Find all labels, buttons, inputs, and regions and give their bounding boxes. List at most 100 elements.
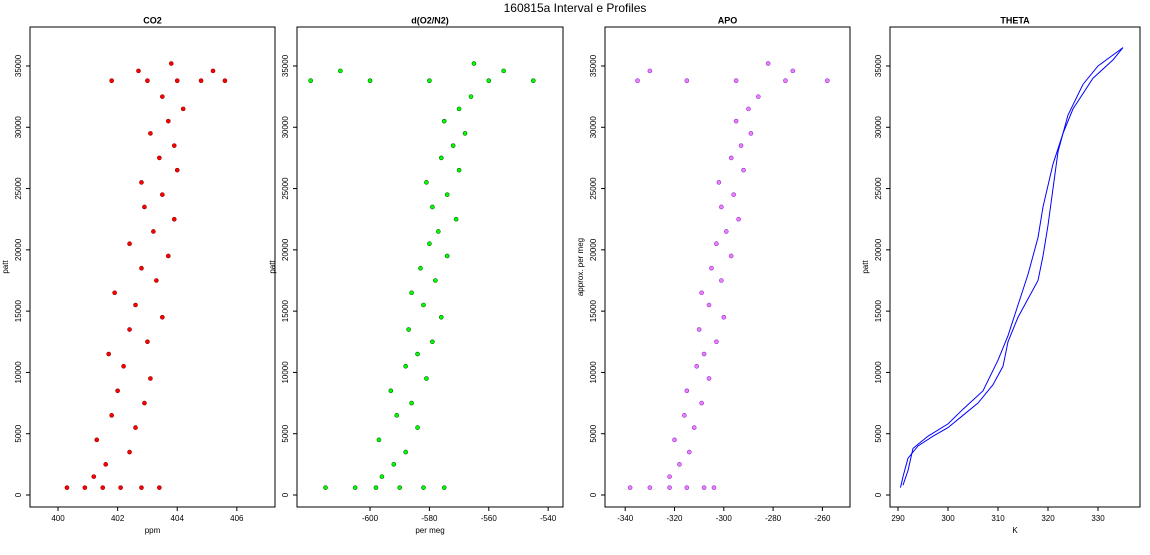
point	[701, 485, 707, 490]
point	[627, 485, 633, 490]
x-tick-label: -300	[716, 514, 733, 523]
y-tick-label: 5000	[874, 424, 883, 442]
y-tick-label: 10000	[589, 361, 598, 384]
panel-title: APO	[718, 15, 738, 25]
point	[139, 265, 144, 271]
y-tick-label: 15000	[589, 299, 598, 322]
point	[210, 68, 216, 74]
point	[456, 167, 462, 173]
point	[684, 485, 690, 490]
point	[723, 229, 729, 234]
x-tick-label: 400	[51, 514, 65, 523]
point	[733, 78, 739, 83]
point	[728, 253, 734, 259]
y-axis-label: patt	[861, 260, 870, 274]
point	[719, 204, 724, 210]
point	[677, 462, 682, 467]
point	[388, 388, 394, 394]
y-tick-label: 25000	[14, 177, 23, 200]
point	[699, 290, 704, 296]
point	[647, 68, 653, 74]
point	[714, 339, 719, 345]
point	[706, 302, 712, 308]
y-tick-label: 0	[874, 492, 883, 497]
point	[323, 485, 328, 490]
point	[121, 363, 126, 369]
x-tick-label: -260	[814, 514, 831, 523]
point	[691, 425, 697, 430]
point	[672, 437, 677, 443]
point	[430, 339, 435, 345]
y-tick-label: 20000	[281, 238, 290, 261]
y-tick-label: 35000	[281, 54, 290, 77]
point	[174, 78, 180, 83]
profile-line	[902, 47, 1124, 486]
x-tick-label: 402	[111, 514, 125, 523]
point	[338, 68, 343, 74]
point	[746, 106, 751, 112]
point	[94, 437, 100, 443]
point	[711, 485, 717, 490]
point	[441, 485, 447, 490]
point	[736, 216, 741, 222]
point	[165, 253, 171, 259]
plot-frame	[296, 26, 564, 508]
y-tick-label: 30000	[874, 116, 883, 139]
panel-title: d(O2/N2)	[411, 15, 449, 25]
point	[418, 265, 423, 271]
point	[127, 327, 132, 332]
x-tick-label: -560	[481, 514, 498, 523]
y-tick-label: 35000	[14, 54, 23, 77]
point	[379, 474, 385, 479]
x-tick-label: -600	[362, 514, 379, 523]
y-axis-label: patt	[1, 260, 10, 274]
y-tick-label: 0	[281, 492, 290, 497]
point	[444, 253, 450, 259]
point	[106, 351, 111, 357]
y-tick-label: 30000	[14, 116, 23, 139]
point	[701, 351, 707, 357]
point	[427, 78, 432, 83]
point	[444, 192, 450, 197]
y-tick-label: 10000	[14, 361, 23, 384]
point	[424, 376, 429, 381]
point	[308, 78, 313, 83]
point	[409, 400, 414, 406]
point	[468, 94, 474, 99]
point	[462, 131, 468, 136]
x-tick-label: -580	[421, 514, 438, 523]
point	[471, 61, 477, 66]
point	[160, 314, 165, 320]
point	[501, 68, 506, 74]
point	[531, 78, 536, 83]
y-tick-label: 15000	[281, 299, 290, 322]
plot-frame	[29, 26, 276, 508]
point	[100, 485, 106, 490]
point	[738, 143, 744, 148]
point	[409, 290, 414, 296]
point	[148, 376, 153, 381]
point	[142, 204, 147, 210]
point	[145, 78, 150, 83]
x-axis-label: K	[1012, 526, 1018, 535]
point	[436, 229, 441, 234]
y-tick-label: 30000	[281, 116, 290, 139]
point	[667, 474, 672, 479]
point	[133, 302, 138, 308]
point	[142, 400, 147, 406]
point	[765, 61, 771, 66]
y-tick-label: 20000	[589, 238, 598, 261]
point	[421, 485, 426, 490]
point	[109, 413, 114, 418]
point	[438, 314, 444, 320]
y-tick-label: 30000	[589, 116, 598, 139]
point	[415, 351, 420, 357]
y-tick-label: 10000	[281, 361, 290, 384]
x-tick-label: 290	[891, 514, 905, 523]
point	[394, 413, 400, 418]
y-tick-label: 20000	[874, 238, 883, 261]
y-tick-label: 15000	[874, 299, 883, 322]
point	[825, 78, 830, 83]
y-tick-label: 5000	[281, 424, 290, 442]
point	[145, 339, 150, 345]
